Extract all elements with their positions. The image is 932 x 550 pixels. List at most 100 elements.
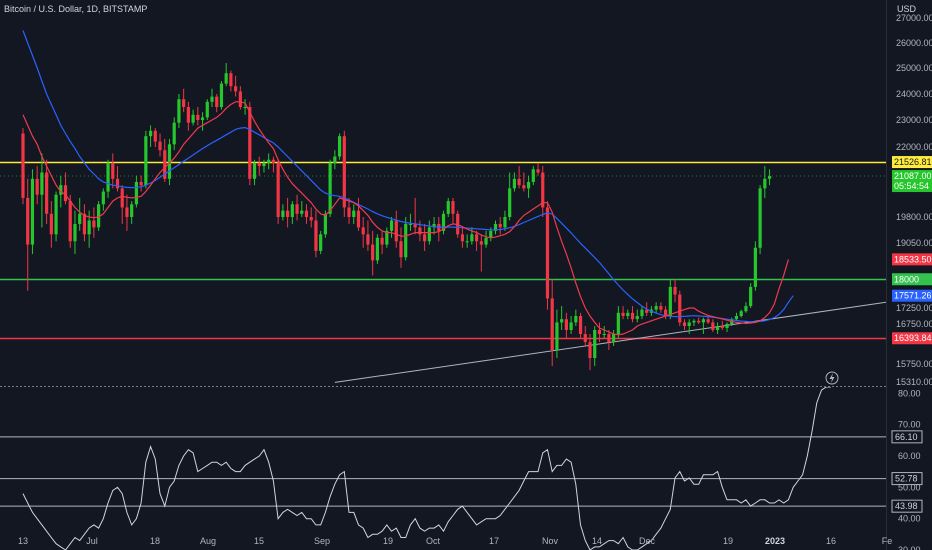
candle-body-82[interactable] [408, 223, 413, 225]
candle-body-43[interactable] [224, 73, 228, 84]
candle-body-96[interactable] [475, 234, 479, 242]
candle-body-1[interactable] [26, 197, 30, 245]
candle-body-153[interactable] [744, 306, 748, 312]
candle-body-35[interactable] [186, 107, 190, 123]
candle-body-0[interactable] [21, 133, 25, 198]
candle-body-100[interactable] [493, 223, 498, 231]
candle-body-32[interactable] [172, 122, 176, 145]
candle-body-97[interactable] [479, 241, 483, 245]
candle-body-134[interactable] [654, 306, 658, 310]
candle-body-137[interactable] [668, 286, 672, 316]
candle-body-28[interactable] [153, 130, 157, 142]
candle-body-143[interactable] [697, 320, 701, 323]
candle-body-62[interactable] [314, 220, 318, 251]
candle-body-116[interactable] [569, 322, 573, 330]
candle-body-146[interactable] [711, 322, 715, 330]
candle-body-12[interactable] [78, 213, 82, 224]
candle-body-31[interactable] [167, 144, 172, 179]
candle-body-155[interactable] [753, 247, 757, 287]
candle-body-22[interactable] [125, 207, 129, 217]
candle-body-60[interactable] [304, 210, 309, 217]
candle-body-49[interactable] [252, 162, 257, 179]
candle-body-141[interactable] [687, 322, 691, 326]
candle-body-106[interactable] [522, 185, 526, 189]
candle-body-145[interactable] [706, 319, 710, 323]
candle-body-40[interactable] [210, 96, 214, 102]
candle-body-111[interactable] [545, 207, 550, 299]
candle-body-7[interactable] [54, 194, 58, 235]
candle-body-2[interactable] [30, 178, 35, 245]
candle-body-15[interactable] [92, 220, 96, 228]
candle-body-147[interactable] [715, 326, 720, 330]
candle-body-130[interactable] [635, 316, 639, 320]
candle-body-101[interactable] [498, 223, 502, 228]
candle-body-66[interactable] [333, 156, 337, 163]
candle-body-52[interactable] [267, 159, 271, 163]
candle-body-112[interactable] [550, 298, 554, 350]
candle-body-151[interactable] [734, 316, 739, 320]
candle-body-34[interactable] [182, 99, 186, 107]
candle-body-54[interactable] [276, 162, 280, 217]
candle-body-113[interactable] [555, 322, 559, 350]
candle-body-4[interactable] [40, 172, 44, 195]
candle-body-47[interactable] [243, 107, 247, 108]
candle-body-21[interactable] [120, 188, 124, 208]
candle-body-14[interactable] [87, 220, 91, 235]
candle-body-86[interactable] [427, 227, 431, 242]
candle-body-152[interactable] [739, 311, 743, 316]
candle-body-102[interactable] [503, 217, 507, 228]
candle-body-85[interactable] [423, 234, 427, 242]
candle-body-138[interactable] [673, 286, 677, 295]
candle-body-118[interactable] [578, 316, 583, 334]
candle-body-89[interactable] [441, 213, 446, 231]
candle-body-71[interactable] [356, 210, 361, 228]
candle-body-87[interactable] [432, 223, 436, 228]
candle-body-42[interactable] [219, 83, 224, 107]
candle-body-140[interactable] [682, 322, 687, 326]
candle-body-127[interactable] [621, 312, 625, 316]
candle-body-124[interactable] [607, 334, 611, 342]
candle-body-120[interactable] [588, 342, 592, 358]
candle-body-61[interactable] [309, 217, 313, 221]
candle-body-154[interactable] [749, 286, 753, 307]
candle-body-39[interactable] [205, 101, 209, 118]
candle-body-70[interactable] [352, 210, 356, 217]
candle-body-148[interactable] [720, 326, 724, 328]
candle-body-41[interactable] [215, 96, 219, 107]
candle-body-136[interactable] [664, 309, 668, 316]
candle-body-121[interactable] [593, 330, 597, 358]
candle-body-129[interactable] [630, 312, 635, 320]
candle-body-128[interactable] [626, 312, 630, 316]
candle-body-63[interactable] [319, 234, 323, 251]
candle-body-38[interactable] [200, 117, 205, 120]
candle-body-108[interactable] [531, 169, 535, 182]
candle-body-115[interactable] [564, 319, 568, 330]
candle-body-56[interactable] [286, 210, 290, 217]
trendline[interactable] [334, 301, 886, 383]
candle-body-67[interactable] [337, 136, 342, 157]
candle-body-79[interactable] [394, 220, 398, 242]
candle-body-122[interactable] [597, 330, 602, 334]
candle-body-24[interactable] [134, 182, 138, 205]
candle-body-3[interactable] [35, 178, 39, 195]
candle-body-98[interactable] [484, 237, 488, 245]
candle-body-27[interactable] [148, 130, 153, 137]
candle-body-94[interactable] [465, 241, 469, 243]
candle-body-48[interactable] [248, 107, 252, 179]
candle-body-9[interactable] [63, 185, 68, 202]
candle-body-25[interactable] [139, 182, 143, 186]
candle-body-75[interactable] [375, 237, 379, 261]
candle-body-81[interactable] [404, 223, 408, 258]
candle-body-51[interactable] [262, 162, 266, 167]
candle-body-157[interactable] [763, 178, 767, 189]
candle-body-23[interactable] [130, 204, 134, 217]
candle-body-44[interactable] [229, 73, 233, 87]
candle-body-58[interactable] [295, 204, 299, 214]
candle-body-17[interactable] [101, 191, 105, 205]
candle-body-64[interactable] [323, 213, 327, 235]
candle-body-77[interactable] [385, 230, 389, 245]
candle-body-123[interactable] [602, 334, 606, 335]
candle-body-99[interactable] [489, 230, 493, 238]
candle-body-90[interactable] [446, 201, 450, 214]
